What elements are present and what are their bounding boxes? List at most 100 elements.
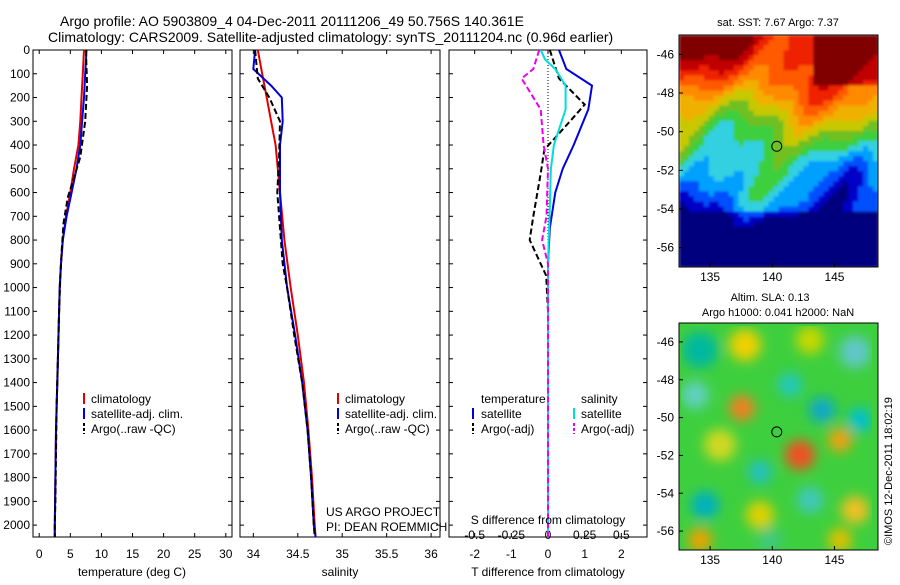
sst-cell: [703, 45, 710, 51]
sst-cell: [723, 90, 730, 97]
sst-cell: [833, 105, 839, 112]
sst-cell: [828, 236, 834, 243]
sst-cell: [838, 181, 844, 187]
sst-cell: [868, 75, 874, 81]
sst-cell: [763, 226, 770, 233]
sst-cell: [713, 80, 720, 87]
sst-cell: [803, 221, 809, 228]
y-tick-label: -56: [657, 241, 675, 255]
sst-cell: [763, 120, 770, 127]
sst-cell: [748, 216, 755, 223]
sst-cell: [848, 40, 854, 46]
sst-cell: [679, 226, 685, 233]
sst-cell: [848, 50, 854, 56]
sst-cell: [783, 75, 790, 81]
sst-cell: [818, 191, 824, 197]
sst-cell: [738, 135, 745, 142]
sst-cell: [713, 120, 720, 127]
sst-cell: [813, 60, 819, 66]
sst-cell: [693, 125, 700, 132]
sst-cell: [758, 206, 765, 213]
sst-cell: [698, 125, 705, 132]
sst-cell: [679, 231, 685, 238]
series-line-climatology: [256, 50, 317, 537]
sst-cell: [868, 196, 874, 203]
sst-cell: [743, 221, 750, 228]
sst-cell: [748, 226, 755, 233]
sst-cell: [693, 166, 700, 172]
sst-cell: [848, 211, 854, 218]
sst-cell: [738, 140, 745, 147]
sst-cell: [718, 231, 725, 238]
sst-cell: [748, 60, 755, 66]
sst-cell: [853, 145, 859, 152]
sst-cell: [813, 176, 819, 182]
sst-cell: [748, 181, 755, 187]
sst-cell: [788, 130, 795, 137]
x-tick-label: -1: [506, 547, 517, 561]
sst-cell: [768, 135, 775, 142]
sst-cell: [683, 85, 690, 92]
sst-cell: [708, 216, 715, 223]
sst-cell: [758, 216, 765, 223]
y-tick-label: 1100: [4, 304, 30, 318]
sst-cell: [733, 191, 740, 197]
sst-cell: [753, 120, 760, 127]
sst-cell: [763, 110, 770, 117]
sst-cell: [738, 206, 745, 213]
sst-cell: [768, 176, 775, 182]
sst-cell: [838, 156, 844, 162]
sst-cell: [843, 211, 849, 218]
sst-cell: [873, 201, 878, 208]
sst-cell: [803, 181, 809, 187]
sst-cell: [828, 40, 834, 46]
sst-cell: [723, 105, 730, 112]
sst-cell: [843, 70, 849, 76]
sst-cell: [708, 80, 715, 87]
sst-cell: [718, 35, 725, 41]
sst-cell: [828, 125, 834, 132]
sst-cell: [733, 251, 740, 258]
sst-cell: [798, 151, 804, 157]
difference-xlabel-top: S difference from climatology: [471, 513, 626, 527]
sst-cell: [823, 55, 829, 61]
sst-cell: [803, 196, 809, 203]
sst-cell: [788, 191, 795, 197]
sst-cell: [803, 236, 809, 243]
sst-cell: [783, 95, 790, 102]
sst-cell: [783, 70, 790, 76]
sst-cell: [863, 60, 869, 66]
sst-cell: [803, 176, 809, 182]
sst-cell: [703, 186, 710, 192]
sst-cell: [783, 211, 790, 218]
sst-cell: [693, 60, 700, 66]
sst-cell: [798, 161, 804, 167]
sst-cell: [723, 246, 730, 253]
sst-cell: [788, 206, 795, 213]
sst-cell: [783, 85, 790, 92]
sst-cell: [753, 231, 760, 238]
sst-cell: [783, 156, 790, 162]
x-tick-label: 135: [700, 553, 720, 567]
y-tick-label: -50: [657, 125, 675, 139]
sst-cell: [823, 60, 829, 66]
sst-cell: [733, 145, 740, 152]
sst-cell: [838, 241, 844, 248]
sst-cell: [718, 90, 725, 97]
sst-cell: [733, 50, 740, 56]
sst-cell: [838, 226, 844, 233]
sst-cell: [793, 140, 799, 147]
sst-cell: [863, 236, 869, 243]
sst-cell: [758, 50, 765, 56]
sst-cell: [803, 50, 809, 56]
sst-cell: [688, 50, 695, 56]
sst-cell: [723, 196, 730, 203]
sst-cell: [698, 231, 705, 238]
sst-cell: [698, 130, 705, 137]
sst-cell: [688, 211, 695, 218]
sst-cell: [818, 100, 824, 107]
sst-cell: [748, 196, 755, 203]
sst-cell: [873, 120, 878, 127]
x-tick-label: 135: [700, 270, 720, 284]
x-tick-label: 2: [618, 547, 625, 561]
